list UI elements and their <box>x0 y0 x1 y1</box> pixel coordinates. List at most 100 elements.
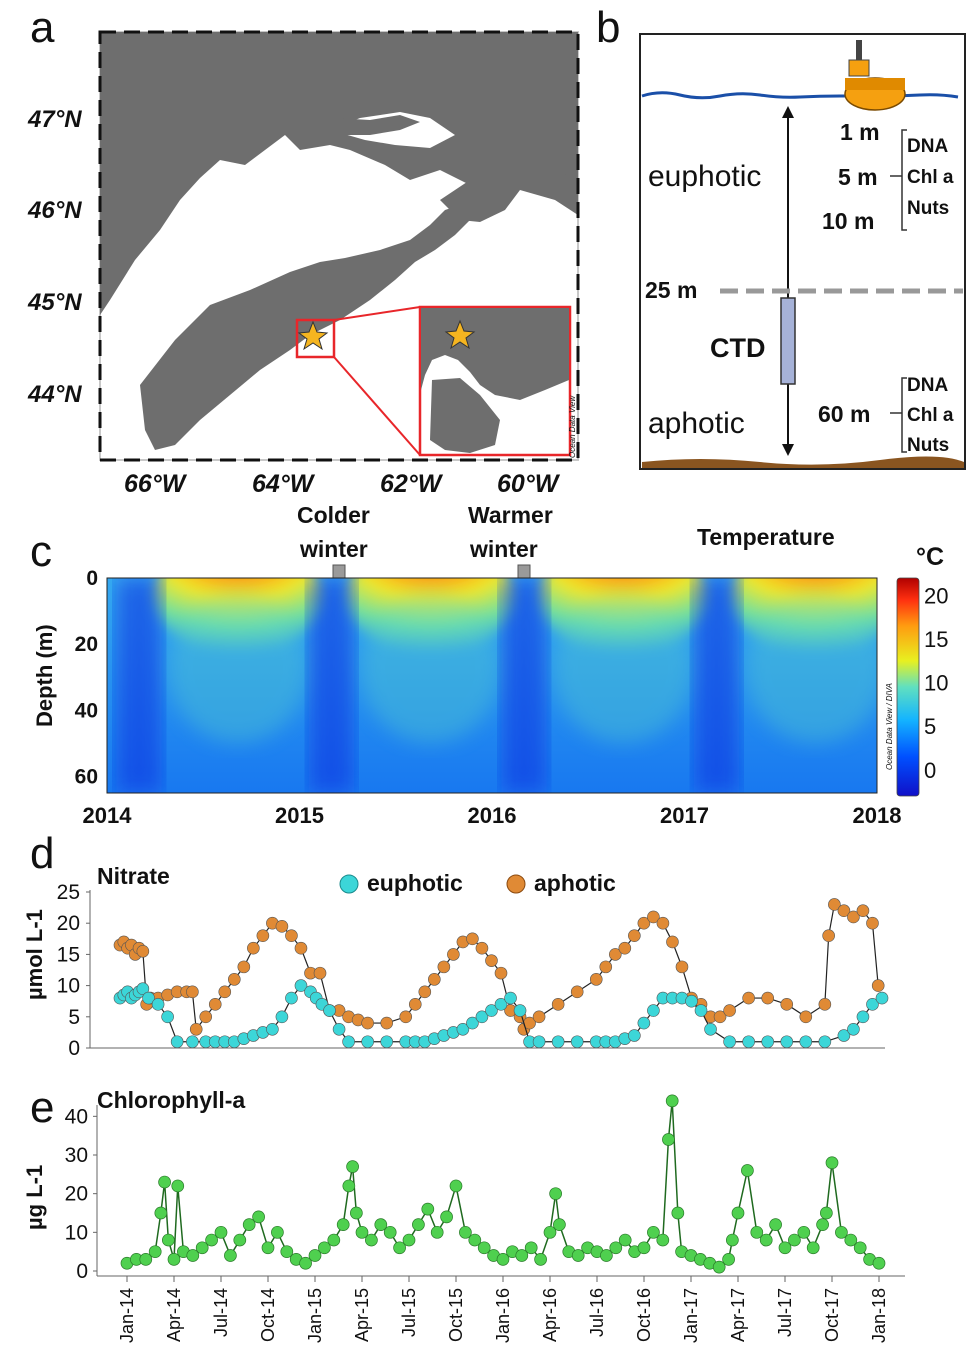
nitrate-point-aphotic <box>285 929 298 942</box>
heatmap-y-ticks: 0 20 40 60 <box>75 567 98 788</box>
nitrate-point-aphotic <box>589 973 603 986</box>
nitrate-point-aphotic <box>675 960 689 974</box>
lon-label: 64°W <box>252 470 316 498</box>
nitrate-point-aphotic <box>199 1010 213 1024</box>
nitrate-point-aphotic <box>218 985 232 999</box>
nitrate-y-tick: 15 <box>57 943 80 966</box>
chl-point <box>421 1202 435 1216</box>
nitrate-point-euphotic <box>186 1035 199 1049</box>
chl-point <box>726 1233 739 1247</box>
nitrate-point-euphotic <box>513 1004 527 1017</box>
nitrate-point-aphotic <box>856 904 870 918</box>
nitrate-point-euphotic <box>170 1035 184 1049</box>
lon-label: 60°W <box>497 470 561 498</box>
heatmap-mixed-layer <box>552 593 693 743</box>
chl-x-tick-label: Apr-16 <box>540 1288 560 1342</box>
heatmap-x-ticks: 2014 2015 2016 2017 2018 <box>83 803 902 828</box>
nitrate-point-aphotic <box>256 929 270 942</box>
colorbar-unit: °C <box>916 543 944 571</box>
nitrate-point-euphotic <box>723 1035 736 1049</box>
chl-point <box>618 1233 632 1247</box>
map-cape-breton <box>440 175 520 222</box>
colorbar-tick-label: 5 <box>924 714 936 739</box>
zone-euphotic-label: euphotic <box>648 160 761 193</box>
colorbar-tick-label: 0 <box>924 758 936 783</box>
nitrate-point-aphotic <box>599 960 613 974</box>
nitrate-point-euphotic <box>475 1010 489 1024</box>
depth-1m-label: 1 m <box>840 119 880 145</box>
panel-a-label: a <box>30 3 55 52</box>
nitrate-point-euphotic <box>294 979 308 992</box>
panel-d-label: d <box>30 829 54 878</box>
chl-point <box>261 1241 275 1255</box>
nitrate-point-aphotic <box>713 1010 727 1024</box>
nitrate-point-euphotic <box>818 1035 832 1049</box>
legend-aphotic: aphotic <box>534 870 616 896</box>
nitrate-point-aphotic <box>551 998 565 1011</box>
chl-y-tick: 10 <box>65 1221 88 1244</box>
nitrate-point-aphotic <box>408 998 422 1011</box>
chl-point <box>383 1225 397 1239</box>
nitrate-ylabel: µmol L-1 <box>22 909 47 1000</box>
chl-axes: 0 10 20 30 40 <box>65 1105 905 1283</box>
chl-x-tick-label: Jan-14 <box>117 1288 137 1343</box>
nitrate-point-euphotic <box>361 1035 374 1049</box>
nitrate-point-aphotic <box>228 973 241 986</box>
chl-point <box>543 1225 557 1239</box>
chl-point <box>162 1233 175 1247</box>
chl-point <box>722 1253 735 1266</box>
chl-point <box>671 1206 685 1220</box>
nitrate-point-euphotic <box>466 1016 479 1030</box>
chl-x-tick-label: Jul-16 <box>587 1288 607 1337</box>
chl-point <box>788 1233 801 1247</box>
nitrate-point-aphotic <box>275 920 289 933</box>
lat-label: 45°N <box>27 289 82 316</box>
nitrate-point-euphotic <box>136 982 150 996</box>
measure-nuts: Nuts <box>907 435 949 456</box>
nitrate-point-euphotic <box>266 1022 279 1036</box>
nitrate-point-aphotic <box>866 916 879 930</box>
colorbar-ticks: 20 15 10 5 0 <box>924 583 948 782</box>
chl-plot <box>120 1094 886 1274</box>
nitrate-point-euphotic <box>275 1010 289 1024</box>
chl-x-tick-label: Oct-14 <box>258 1288 278 1342</box>
colorbar-tick-label: 20 <box>924 583 948 608</box>
nitrate-point-euphotic <box>551 1035 565 1049</box>
chl-point <box>549 1187 562 1201</box>
chl-point <box>769 1218 782 1231</box>
nitrate-point-euphotic <box>647 1004 660 1017</box>
nitrate-point-euphotic <box>761 1035 775 1049</box>
nitrate-point-euphotic <box>704 1022 717 1036</box>
nitrate-point-euphotic <box>285 991 298 1005</box>
nitrate-point-aphotic <box>822 929 835 942</box>
zone-aphotic-label: aphotic <box>648 407 745 440</box>
nitrate-point-euphotic <box>161 1010 174 1024</box>
chl-point <box>662 1133 675 1146</box>
nitrate-point-aphotic <box>294 941 308 955</box>
chl-x-tick-label: Apr-14 <box>164 1288 184 1342</box>
nitrate-point-euphotic <box>742 1035 755 1049</box>
depth-60m-label: 60 m <box>818 401 870 427</box>
chl-point <box>327 1233 341 1247</box>
chl-x-tick-label: Jan-15 <box>305 1288 325 1343</box>
nitrate-point-aphotic <box>761 991 775 1005</box>
map-frame: Ocean Data View <box>98 30 580 462</box>
chl-point <box>374 1218 388 1231</box>
nitrate-point-euphotic <box>151 998 165 1011</box>
heatmap-winter-cold <box>309 578 355 793</box>
map-watermark: Ocean Data View <box>568 395 577 458</box>
heatmap-mixed-layer <box>167 593 308 743</box>
chl-point <box>778 1241 792 1255</box>
nitrate-line-aphotic <box>119 903 879 1031</box>
nitrate-point-euphotic <box>570 1035 584 1049</box>
chl-point <box>139 1253 153 1266</box>
lon-label: 62°W <box>380 470 444 498</box>
lat-label: 44°N <box>27 381 82 408</box>
sea-surface <box>641 91 959 100</box>
chl-point <box>365 1233 378 1247</box>
depth-25m-label: 25 m <box>645 277 697 303</box>
heatmap-winter-cold <box>116 578 162 793</box>
heatmap-mixed-layer <box>745 593 877 743</box>
chl-point <box>214 1225 228 1239</box>
nitrate-point-aphotic <box>189 1022 203 1036</box>
